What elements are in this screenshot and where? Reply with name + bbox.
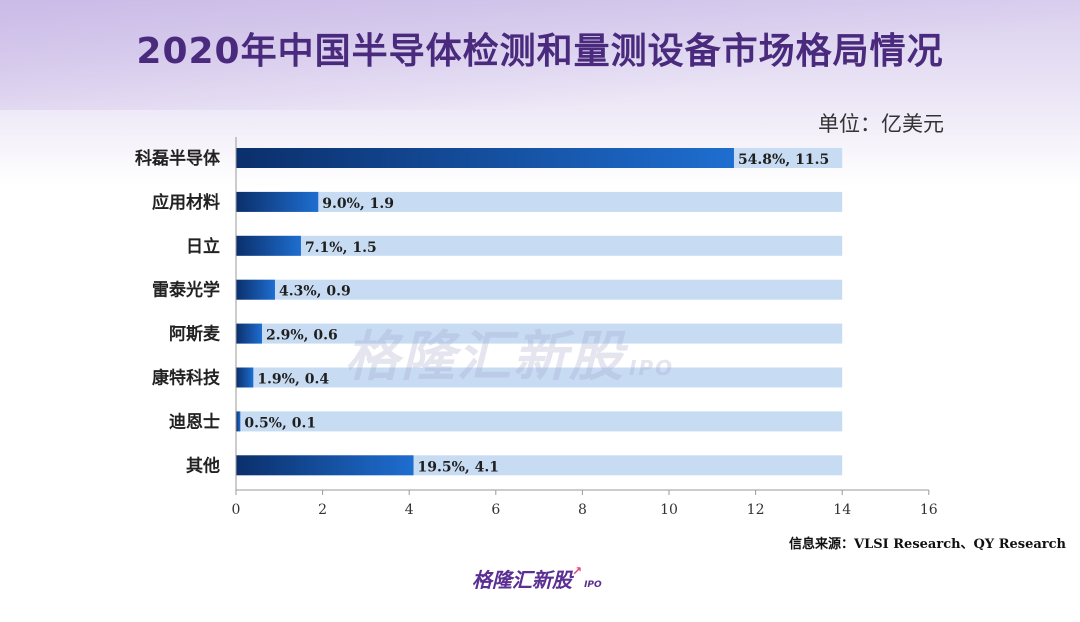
x-tick-label: 12 [747,502,765,518]
page-title: 2020年中国半导体检测和量测设备市场格局情况 [136,31,944,72]
bar [236,323,262,344]
source-note: 信息来源：VLSI Research、QY Research [789,537,1066,552]
data-label: 1.9%, 0.4 [257,372,329,388]
category-label: 阿斯麦 [169,324,221,345]
arrow-icon: ↗ [572,564,583,578]
bar [236,148,734,168]
x-tick-label: 14 [833,502,851,518]
bar [236,367,254,388]
bar [236,411,241,432]
bar [236,191,319,212]
bar-track [236,235,843,256]
x-tick-label: 8 [578,502,587,518]
bar-track [236,191,843,212]
x-tick-label: 16 [920,502,938,518]
bar-track [236,279,843,300]
bar-track [236,323,843,344]
data-label: 19.5%, 4.1 [418,459,500,475]
data-label: 2.9%, 0.6 [266,328,338,344]
x-tick-label: 0 [232,502,241,518]
data-label: 4.3%, 0.9 [279,284,351,300]
x-tick-label: 4 [405,502,414,518]
data-label: 7.1%, 1.5 [305,240,377,256]
category-label: 应用材料 [152,192,220,213]
category-label: 雷泰光学 [152,280,220,301]
footer-logo: 格隆汇新股↗IPO [472,564,602,592]
data-label: 9.0%, 1.9 [322,196,394,212]
unit-label: 单位：亿美元 [818,112,944,136]
x-tick-label: 2 [318,502,327,518]
bar [236,279,275,300]
bar-track [236,411,843,432]
x-tick-label: 6 [491,502,500,518]
bar-track [236,367,843,388]
category-label: 其他 [186,455,220,476]
data-label: 54.8%, 11.5 [738,152,829,168]
bar [236,235,301,256]
category-label: 日立 [186,236,220,257]
bar [236,455,414,476]
x-tick-label: 10 [660,502,678,518]
category-label: 康特科技 [152,368,221,389]
category-label: 迪恩士 [169,411,220,432]
category-label: 科磊半导体 [135,148,221,169]
data-label: 0.5%, 0.1 [244,415,316,431]
